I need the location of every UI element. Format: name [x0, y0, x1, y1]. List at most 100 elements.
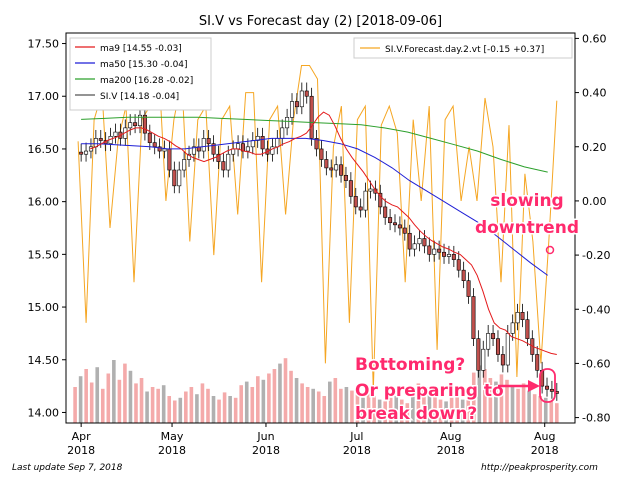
volume-bar — [411, 392, 415, 423]
candle-body — [500, 354, 505, 366]
volume-bar — [399, 399, 404, 423]
volume-bar — [455, 396, 459, 423]
volume-bar — [516, 388, 520, 423]
candle-body — [226, 153, 231, 171]
annotation-text: Or preparing to — [355, 381, 504, 401]
candle-body — [442, 251, 447, 257]
candle-body — [113, 131, 118, 137]
volume-bar — [444, 401, 448, 423]
right-tick-label: 0.40 — [582, 87, 607, 100]
volume-bar — [95, 367, 100, 423]
volume-bar — [333, 378, 338, 423]
volume-bar — [372, 396, 376, 423]
candle-body — [510, 322, 515, 334]
candle-body — [446, 254, 451, 257]
candle-body — [231, 148, 236, 155]
candle-body — [137, 114, 142, 127]
candle-body — [339, 164, 344, 176]
volume-bar — [427, 387, 432, 423]
left-tick-label: 17.50 — [28, 38, 60, 51]
candle-body — [383, 206, 388, 218]
volume-bar — [172, 400, 177, 423]
candle-body — [486, 333, 491, 350]
candle-body — [505, 333, 510, 366]
candle-body — [309, 95, 314, 139]
volume-bar — [494, 381, 498, 423]
volume-bar — [460, 399, 465, 423]
annotation-text: break down? — [355, 404, 477, 424]
candle-body — [520, 312, 525, 321]
volume-bar — [521, 383, 526, 423]
volume-bar — [239, 385, 244, 423]
volume-bar — [377, 399, 382, 423]
candle-body — [142, 114, 147, 134]
candle-body — [392, 222, 397, 226]
left-tick-label: 14.50 — [28, 354, 60, 367]
volume-bar — [300, 383, 304, 423]
candle-body — [471, 296, 476, 339]
legend-label: SI.V.Forecast.day.2.vt [-0.15 +0.37] — [385, 45, 544, 55]
candle-body — [402, 227, 407, 234]
volume-bar — [228, 396, 232, 423]
volume-bar — [510, 387, 515, 423]
volume-bar — [543, 397, 548, 423]
annotation-marker — [545, 245, 555, 255]
volume-bar — [405, 403, 410, 423]
candle-body — [216, 153, 221, 162]
volume-bar — [211, 396, 216, 423]
volume-bar — [250, 387, 255, 423]
candle-body — [133, 122, 138, 127]
candle-body — [432, 248, 437, 255]
candle-body — [397, 224, 402, 229]
volume-bar — [361, 397, 365, 423]
candle-body — [437, 248, 442, 253]
volume-bar — [422, 388, 426, 423]
volume-bar — [139, 378, 144, 423]
volume-bar — [438, 399, 443, 423]
legend-left-box — [69, 37, 212, 111]
volume-bar — [383, 401, 387, 423]
volume-bar — [316, 391, 321, 423]
volume-bar — [555, 403, 559, 423]
candle-body — [167, 148, 172, 171]
x-tick-label: Aug — [534, 430, 555, 443]
candle-body — [147, 132, 152, 143]
volume-bar — [267, 373, 271, 423]
candle-body — [294, 101, 299, 108]
candle-body — [314, 138, 319, 150]
volume-bar — [184, 391, 188, 423]
volume-bar — [150, 387, 155, 423]
volume-bar — [289, 370, 293, 423]
volume-bar — [327, 381, 332, 423]
footer-url: http://peakprosperity.com — [481, 463, 598, 473]
volume-bar — [477, 365, 482, 423]
volume-bar — [394, 396, 399, 423]
candle-body — [427, 245, 432, 255]
volume-bar — [256, 376, 260, 423]
candle-body — [378, 192, 383, 208]
x-tick-label: Jun — [256, 430, 274, 443]
candle-body — [358, 206, 363, 211]
left-tick-label: 14.00 — [28, 406, 60, 419]
chart-title: SI.V vs Forecast day (2) [2018-09-06] — [199, 14, 442, 29]
candle-body — [98, 138, 103, 141]
candle-body — [221, 161, 226, 171]
volume-bar — [89, 382, 94, 423]
x-tick-year: 2018 — [437, 444, 465, 457]
x-tick-year: 2018 — [531, 444, 559, 457]
candle-body — [162, 148, 167, 152]
candle-body — [177, 169, 182, 187]
volume-bar — [366, 392, 371, 423]
candle-body — [299, 90, 304, 108]
candle-body — [348, 180, 353, 197]
right-tick-label: -0.20 — [582, 249, 610, 262]
volume-bar — [322, 396, 327, 423]
candle-body — [211, 143, 216, 155]
left-tick-label: 16.00 — [28, 196, 60, 209]
volume-bar — [200, 383, 205, 423]
volume-bar — [278, 363, 282, 423]
right-tick-label: -0.40 — [582, 303, 610, 316]
x-tick-label: Aug — [440, 430, 461, 443]
candle-body — [373, 188, 378, 194]
